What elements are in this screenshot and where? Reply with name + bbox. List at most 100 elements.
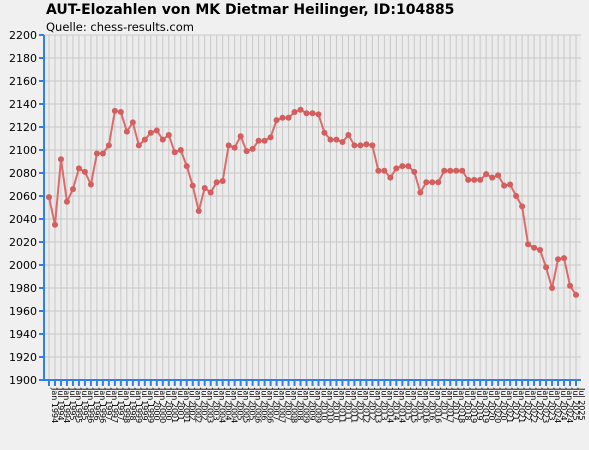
x-tick-label: Jul 2007 xyxy=(272,387,281,421)
x-tick-label: Jan 2005 xyxy=(242,387,251,423)
x-tick-label: Jan 2006 xyxy=(254,387,263,423)
data-point xyxy=(153,127,160,134)
data-point xyxy=(63,198,70,205)
x-tick-label: Jul 1999 xyxy=(140,387,149,421)
x-tick-label: Jan 2024 xyxy=(565,387,574,423)
x-tick-label: Jan 2008 xyxy=(290,387,299,423)
x-tick-label: Jul 2015 xyxy=(403,387,412,421)
data-point xyxy=(459,167,466,174)
x-tick-label: Jul 2004 xyxy=(224,387,233,421)
x-tick-label: Jan 2004 xyxy=(230,387,239,423)
x-tick-label: Jan 2023 xyxy=(541,387,550,423)
data-point xyxy=(147,129,154,136)
x-tick-label: Jul 1998 xyxy=(128,387,137,421)
x-tick-label: Jan 2022 xyxy=(529,387,538,423)
x-tick-label: Jul 2008 xyxy=(296,387,305,421)
x-tick-label: Jul 2010 xyxy=(319,387,328,421)
x-tick-label: Jul 2013 xyxy=(379,387,388,421)
x-tick-label: Jan 2021 xyxy=(517,387,526,423)
data-point xyxy=(429,179,436,186)
y-tick-label: 2200 xyxy=(9,29,37,42)
x-tick-label: Jul 2022 xyxy=(535,387,544,421)
data-point xyxy=(177,147,184,153)
data-point xyxy=(399,163,406,170)
data-point xyxy=(519,203,526,210)
data-point xyxy=(315,111,322,118)
x-tick-label: Jul 2016 xyxy=(427,387,436,421)
data-point xyxy=(441,167,448,174)
x-tick-label: Jul 2005 xyxy=(236,387,245,421)
x-tick-label: Jan 2009 xyxy=(302,387,311,423)
y-tick-label: 2040 xyxy=(9,213,37,226)
x-tick-label: Jul 2000 xyxy=(164,387,173,421)
data-point xyxy=(543,264,550,271)
x-tick-label: Jul 2014 xyxy=(391,387,400,421)
x-tick-label: Jul 2009 xyxy=(308,387,317,421)
x-tick-label: Jan 2007 xyxy=(278,387,287,423)
x-tick-label: Jul 2018 xyxy=(463,387,472,421)
data-point xyxy=(189,182,196,189)
data-point xyxy=(141,136,148,143)
data-point xyxy=(129,119,136,126)
x-tick-label: Jul 2002 xyxy=(200,387,209,421)
data-point xyxy=(435,179,442,186)
x-tick-label: Jul 2003 xyxy=(212,387,221,421)
x-tick-label: Jul 1997 xyxy=(116,387,125,421)
data-point xyxy=(567,282,574,289)
x-tick-label: Jan 2016 xyxy=(421,387,430,423)
x-tick-label: Jul 2019 xyxy=(475,387,484,421)
data-point xyxy=(231,144,238,151)
data-point xyxy=(405,163,412,170)
data-point xyxy=(345,132,352,139)
y-tick-label: 2120 xyxy=(9,121,37,134)
x-tick-label: Jan 2015 xyxy=(409,387,418,423)
data-point xyxy=(573,291,579,298)
x-tick-label: Jul 2005 xyxy=(248,387,257,421)
data-point xyxy=(351,142,358,149)
axes xyxy=(39,34,581,386)
data-point xyxy=(477,176,484,183)
data-point xyxy=(549,285,556,291)
data-point xyxy=(99,150,106,157)
x-tick-label: Jul 2011 xyxy=(343,387,352,421)
x-tick-label: Jan 2013 xyxy=(373,387,382,423)
data-point xyxy=(357,142,364,149)
data-point xyxy=(249,145,256,152)
data-point xyxy=(225,142,232,149)
data-point xyxy=(483,171,490,178)
x-tick-label: Jan 2001 xyxy=(170,387,179,423)
data-point xyxy=(447,167,454,174)
x-tick-label: Jul 2006 xyxy=(260,387,269,421)
x-tick-label: Jul 2017 xyxy=(439,387,448,421)
x-tick-label: Jul 2025 xyxy=(577,387,586,421)
x-tick-label: Jul 1995 xyxy=(68,387,77,421)
y-tick-label: 2020 xyxy=(9,236,37,249)
data-point xyxy=(465,176,472,183)
data-point xyxy=(381,167,388,174)
data-point xyxy=(375,167,382,174)
x-tick-label: Jul 2023 xyxy=(547,387,556,421)
x-tick-label: Jan 2011 xyxy=(349,387,358,423)
x-tick-label: Jan 1997 xyxy=(110,387,119,423)
data-point xyxy=(489,174,496,181)
x-tick-label: Jan 2019 xyxy=(481,387,490,423)
x-tick-label: Jan 2017 xyxy=(445,387,454,423)
data-point xyxy=(75,165,82,172)
x-tick-label: Jul 2025 xyxy=(571,387,580,421)
x-tick-label: Jul 2012 xyxy=(355,387,364,421)
data-point xyxy=(471,176,478,183)
chart-subtitle: Quelle: chess-results.com xyxy=(46,20,194,34)
x-tick-label: Jan 2014 xyxy=(385,387,394,423)
y-tick-label: 2160 xyxy=(9,75,37,88)
data-point xyxy=(513,193,520,199)
data-point xyxy=(411,168,418,175)
data-point xyxy=(267,134,274,141)
x-tick-label: Jan 2010 xyxy=(325,387,334,423)
data-point xyxy=(81,168,88,175)
data-point xyxy=(525,241,532,248)
x-tick-label: Jul 2021 xyxy=(511,387,520,421)
x-tick-label: Jul 2012 xyxy=(367,387,376,421)
